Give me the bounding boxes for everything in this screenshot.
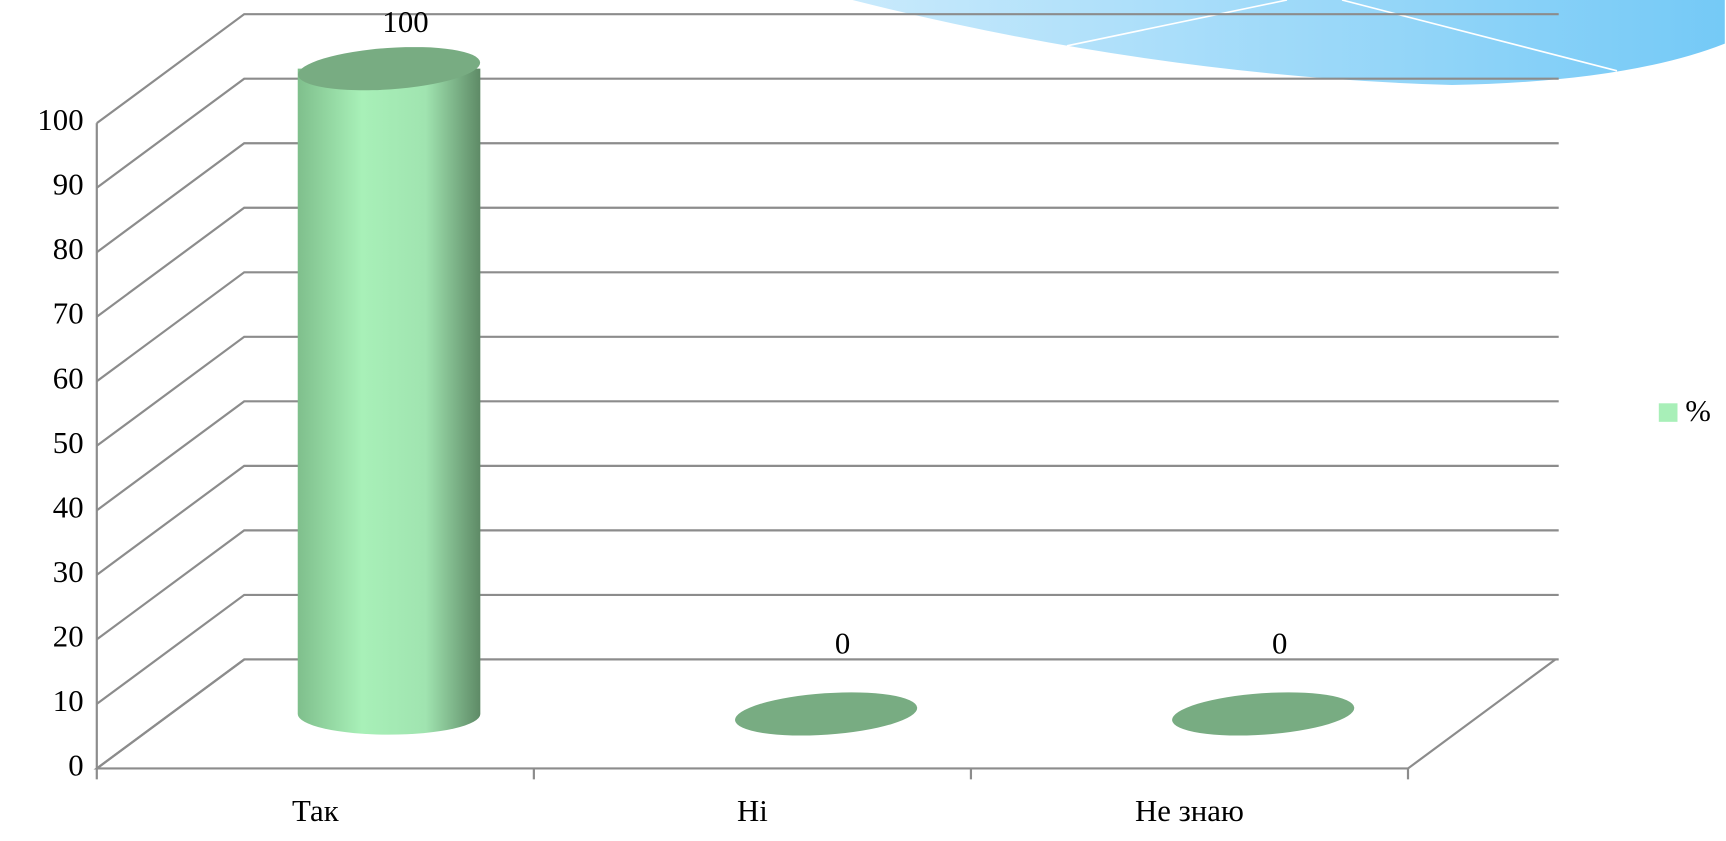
decoration: [852, 0, 1725, 86]
grid-line: [96, 464, 1559, 576]
grid-line: [96, 593, 1559, 705]
grid-line: [96, 77, 1559, 189]
bar-top: [297, 47, 481, 91]
y-tick-label: 100: [37, 103, 83, 137]
x-tick-label: Так: [292, 794, 339, 828]
y-tick-label: 30: [53, 555, 84, 589]
value-label: 0: [835, 626, 850, 660]
y-tick-label: 70: [53, 297, 84, 331]
bar: [735, 692, 918, 736]
y-tick-label: 0: [68, 749, 83, 783]
y-tick-label: 40: [53, 490, 84, 524]
grid-line: [96, 142, 1559, 254]
value-label: 100: [382, 5, 428, 39]
grid-line: [96, 335, 1559, 447]
y-tick-label: 90: [53, 168, 84, 202]
legend-label: %: [1685, 394, 1711, 428]
grid-line: [96, 271, 1559, 383]
grid-line: [96, 658, 1559, 770]
value-label: 0: [1272, 626, 1287, 660]
y-tick-label: 50: [53, 426, 84, 460]
plot: 0 10 20 30 40 50 60 70 80 90 100 Так 100 Ні 0 Не знаю 0%: [37, 5, 1710, 828]
y-tick-label: 80: [53, 232, 84, 266]
bar: [1172, 692, 1355, 736]
y-tick-label: 10: [53, 684, 84, 718]
x-tick-label: Ні: [737, 794, 768, 828]
y-tick-label: 20: [53, 620, 84, 654]
legend-swatch: [1658, 403, 1678, 422]
y-tick-label: 60: [53, 361, 84, 395]
bar-top: [735, 692, 918, 736]
grid-line: [96, 529, 1559, 641]
bar-top: [1172, 692, 1355, 736]
grid-line: [96, 206, 1559, 318]
grid-line: [96, 13, 1559, 125]
bar-body: [297, 68, 481, 735]
grid-line: [96, 400, 1559, 512]
bar: [297, 47, 481, 735]
x-tick-label: Не знаю: [1135, 794, 1244, 828]
